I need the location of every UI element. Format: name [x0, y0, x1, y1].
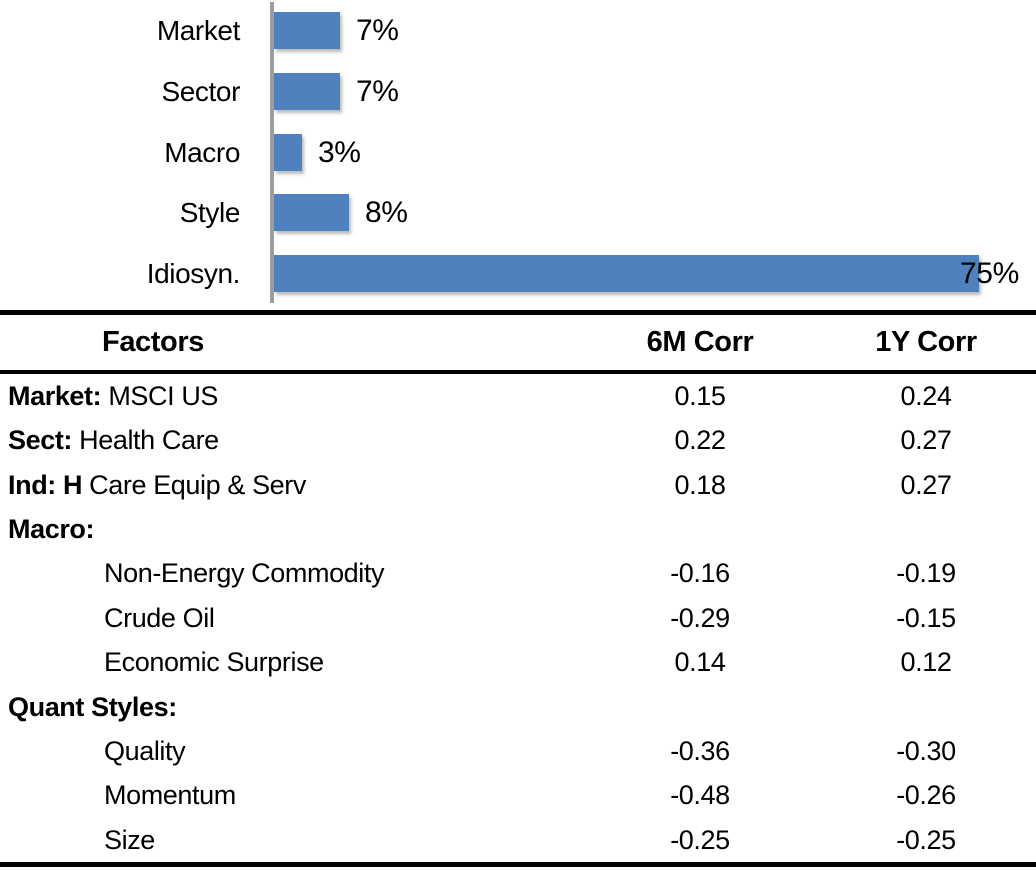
- corr-1y-cell: -0.15: [896, 602, 956, 633]
- factor-cell: Quality: [104, 735, 186, 766]
- corr-6m-cell: -0.16: [670, 558, 730, 589]
- table-row: Size -0.25 -0.25: [0, 818, 1036, 862]
- corr-6m-cell: -0.36: [670, 735, 730, 766]
- chart-axis-line: [270, 2, 274, 303]
- factor-cell: Macro:: [8, 514, 95, 545]
- corr-1y-cell: -0.25: [896, 824, 956, 855]
- table-row: Non-Energy Commodity -0.16 -0.19: [0, 551, 1036, 595]
- bar-value-label: 75%: [960, 257, 1019, 290]
- factor-correlation-table: Factors 6M Corr 1Y Corr Market: MSCI US …: [0, 310, 1036, 867]
- table-row: Sect: Health Care 0.22 0.27: [0, 418, 1036, 462]
- bar-macro: [274, 134, 302, 171]
- corr-1y-cell: -0.26: [896, 780, 956, 811]
- category-label: Style: [179, 197, 241, 228]
- table-bottom-rule: [0, 861, 1036, 867]
- factor-cell: Size: [104, 824, 155, 855]
- corr-1y-cell: 0.12: [900, 647, 952, 678]
- bar-market: [274, 12, 340, 49]
- header-6m-corr: 6M Corr: [646, 326, 754, 358]
- table-row: Crude Oil -0.29 -0.15: [0, 596, 1036, 640]
- table-row: Macro:: [0, 507, 1036, 551]
- factor-cell: Crude Oil: [104, 602, 215, 633]
- table-row: Economic Surprise 0.14 0.12: [0, 640, 1036, 684]
- table-header-row: Factors 6M Corr 1Y Corr: [0, 315, 1036, 370]
- corr-6m-cell: -0.25: [670, 824, 730, 855]
- bar-band-style: Style 8%: [0, 182, 1036, 243]
- category-label: Macro: [164, 137, 240, 168]
- table-row: Momentum -0.48 -0.26: [0, 773, 1036, 817]
- factor-cell: Economic Surprise: [104, 647, 324, 678]
- risk-contribution-chart: Market 7% Sector 7% Macro 3% Style 8% Id…: [0, 0, 1036, 310]
- factor-cell: Momentum: [104, 780, 236, 811]
- corr-1y-cell: -0.19: [896, 558, 956, 589]
- bar-sector: [274, 73, 340, 110]
- category-label: Sector: [161, 76, 240, 107]
- bar-value-label: 8%: [365, 196, 408, 229]
- table-row: Quality -0.36 -0.30: [0, 729, 1036, 773]
- bar-band-sector: Sector 7%: [0, 61, 1036, 122]
- corr-6m-cell: -0.29: [670, 602, 730, 633]
- bar-band-macro: Macro 3%: [0, 122, 1036, 183]
- table-row: Quant Styles:: [0, 685, 1036, 729]
- corr-1y-cell: 0.27: [900, 425, 952, 456]
- bar-idiosyncratic: [274, 255, 979, 292]
- factor-cell: Market: MSCI US: [8, 381, 219, 411]
- table-top-rule: [0, 310, 1036, 315]
- bar-band-idiosyncratic: Idiosyn. 75%: [0, 243, 1036, 304]
- category-label: Market: [156, 15, 241, 46]
- factor-cell: Non-Energy Commodity: [104, 558, 385, 589]
- corr-1y-cell: 0.24: [900, 381, 952, 411]
- corr-6m-cell: -0.48: [670, 780, 730, 811]
- table-row: Market: MSCI US 0.15 0.24: [0, 374, 1036, 418]
- corr-6m-cell: 0.18: [674, 469, 726, 500]
- table-row: Ind: H Care Equip & Serv 0.18 0.27: [0, 463, 1036, 507]
- corr-1y-cell: -0.30: [896, 735, 956, 766]
- bar-style: [274, 194, 349, 231]
- header-1y-corr: 1Y Corr: [875, 326, 977, 358]
- corr-6m-cell: 0.14: [674, 647, 726, 678]
- corr-1y-cell: 0.27: [900, 469, 952, 500]
- bar-value-label: 7%: [356, 75, 399, 108]
- header-factors: Factors: [102, 326, 204, 358]
- corr-6m-cell: 0.15: [674, 381, 726, 411]
- factor-cell: Ind: H Care Equip & Serv: [8, 469, 306, 500]
- bar-value-label: 3%: [318, 136, 361, 169]
- bar-value-label: 7%: [356, 14, 399, 47]
- bar-band-market: Market 7%: [0, 0, 1036, 61]
- category-label: Idiosyn.: [146, 258, 241, 289]
- factor-cell: Quant Styles:: [8, 691, 177, 722]
- factor-cell: Sect: Health Care: [8, 425, 219, 456]
- table-header-rule: [0, 370, 1036, 374]
- corr-6m-cell: 0.22: [674, 425, 726, 456]
